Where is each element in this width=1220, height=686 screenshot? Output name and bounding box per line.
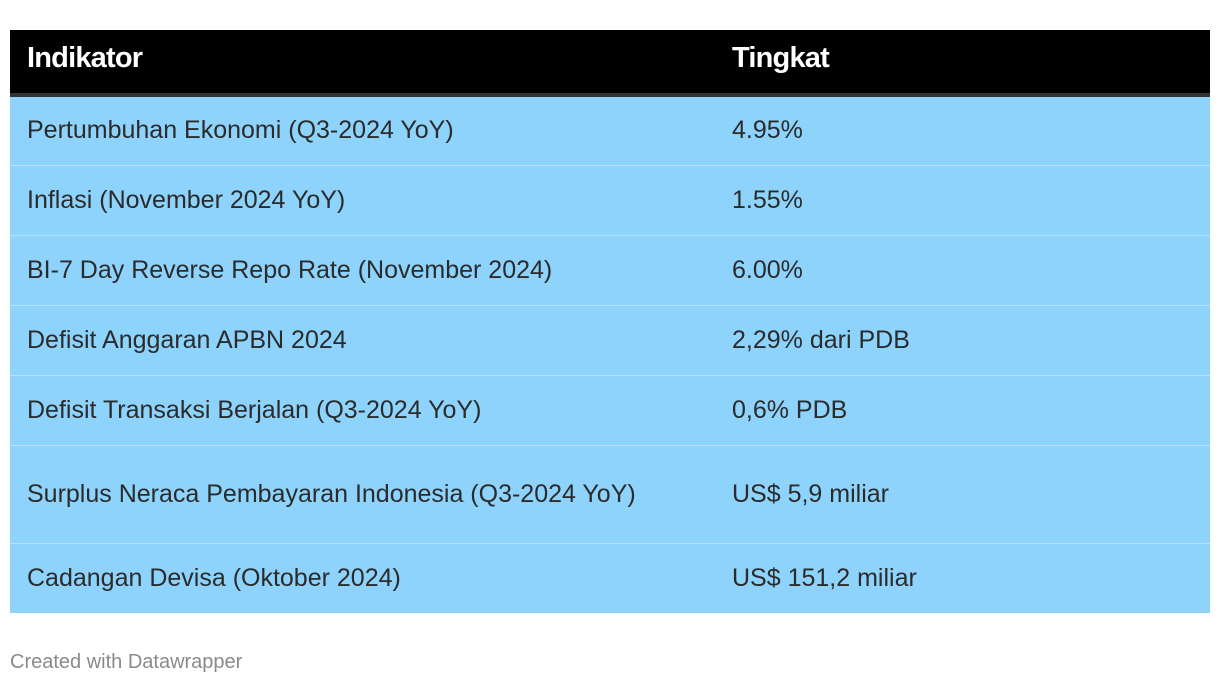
data-table: Indikator Tingkat Pertumbuhan Ekonomi (Q… — [10, 30, 1210, 613]
value-cell: US$ 151,2 miliar — [715, 542, 1210, 613]
value-cell: 4.95% — [732, 116, 803, 145]
table-row: BI-7 Day Reverse Repo Rate (November 202… — [10, 234, 1210, 305]
indicator-cell: Cadangan Devisa (Oktober 2024) — [10, 542, 715, 613]
data-table-container: Indikator Tingkat Pertumbuhan Ekonomi (Q… — [10, 30, 1210, 613]
indicator-cell: Inflasi (November 2024 YoY) — [10, 164, 715, 235]
datawrapper-credit: Created with Datawrapper — [10, 651, 243, 673]
table-row: Pertumbuhan Ekonomi (Q3-2024 YoY) 4.95% — [10, 95, 1210, 165]
table-row: Surplus Neraca Pembayaran Indonesia (Q3-… — [10, 444, 1210, 543]
indicator-cell: Pertumbuhan Ekonomi (Q3-2024 YoY) — [27, 116, 454, 145]
value-cell: US$ 5,9 miliar — [715, 444, 1210, 543]
indicator-cell: Defisit Transaksi Berjalan (Q3-2024 YoY) — [10, 374, 715, 445]
table-row: Defisit Transaksi Berjalan (Q3-2024 YoY)… — [10, 374, 1210, 445]
indicator-cell: BI-7 Day Reverse Repo Rate (November 202… — [10, 234, 715, 305]
column-header-tingkat: Tingkat — [715, 30, 1210, 97]
indicator-cell: Surplus Neraca Pembayaran Indonesia (Q3-… — [10, 444, 715, 543]
value-cell: 0,6% PDB — [715, 374, 1210, 445]
column-header-indikator: Indikator — [10, 30, 715, 97]
value-cell: 6.00% — [715, 234, 1210, 305]
value-cell: 2,29% dari PDB — [715, 304, 1210, 375]
table-row: Inflasi (November 2024 YoY) 1.55% — [10, 164, 1210, 235]
indicator-cell: Defisit Anggaran APBN 2024 — [10, 304, 715, 375]
table-row: Defisit Anggaran APBN 2024 2,29% dari PD… — [10, 304, 1210, 375]
table-row: Cadangan Devisa (Oktober 2024) US$ 151,2… — [10, 542, 1210, 613]
table-header-row: Indikator Tingkat — [10, 30, 1210, 97]
value-cell: 1.55% — [715, 164, 1210, 235]
